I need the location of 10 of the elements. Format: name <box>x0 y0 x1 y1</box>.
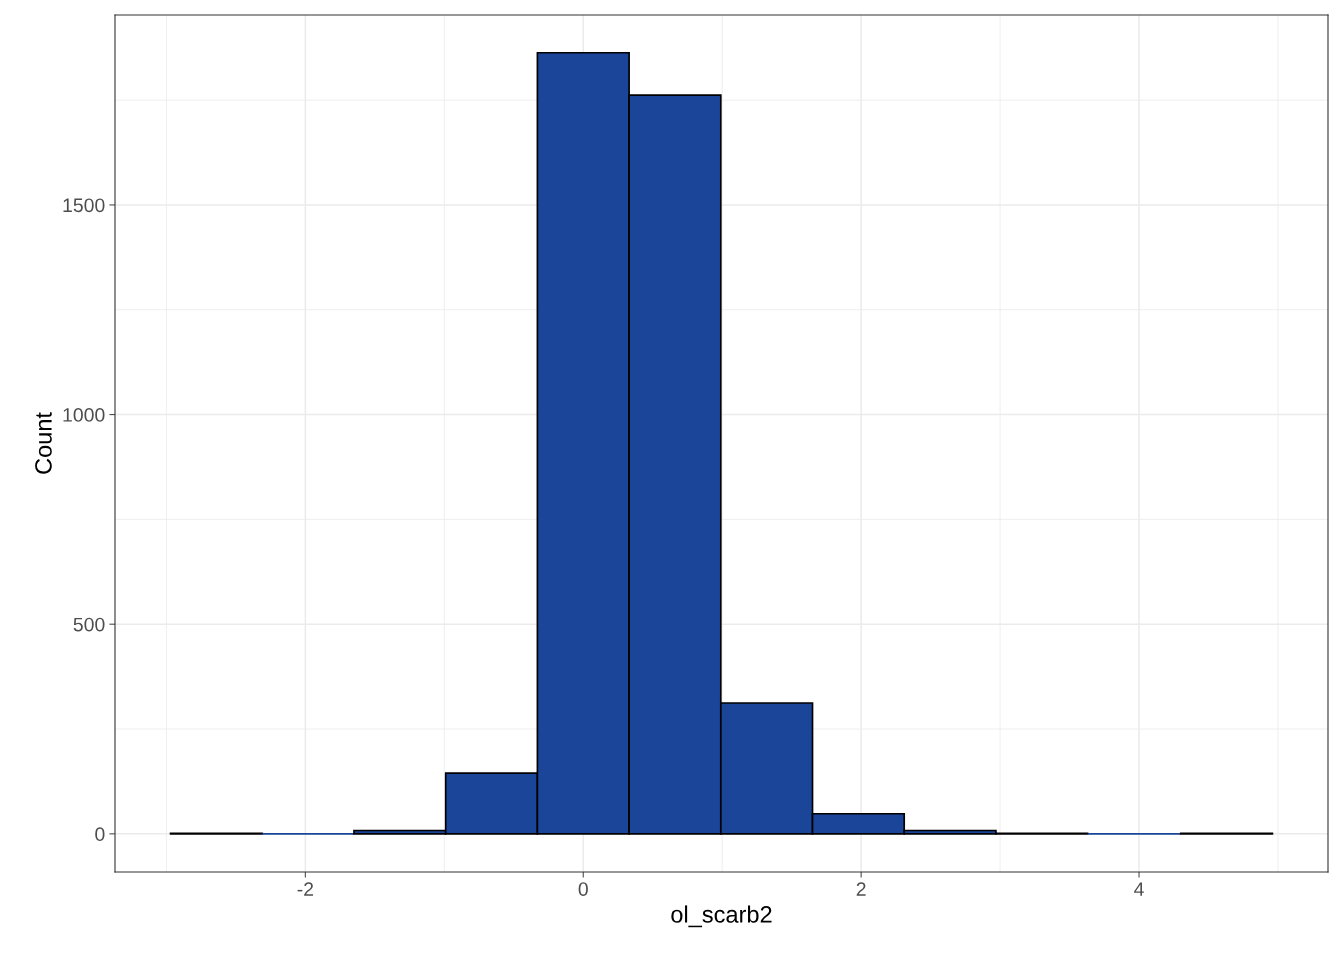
y-tick-label: 1500 <box>63 198 105 213</box>
y-tick-label: 1000 <box>63 408 105 422</box>
x-axis-title: ol_scarb2 <box>671 905 772 928</box>
x-tick-label: 4 <box>1134 882 1144 896</box>
x-tick-label: -2 <box>297 882 314 896</box>
y-axis-title: Count <box>35 412 52 474</box>
y-tick-label: 0 <box>95 827 105 842</box>
x-tick-label: 2 <box>856 882 866 896</box>
y-tick-label: 500 <box>73 617 105 632</box>
x-tick-label: 0 <box>578 882 588 896</box>
